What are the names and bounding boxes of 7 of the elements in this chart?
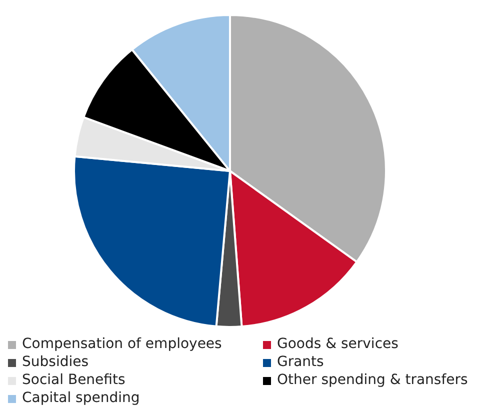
legend-label: Capital spending [22, 390, 140, 407]
legend-label: Other spending & transfers [277, 372, 468, 389]
legend-label: Compensation of employees [22, 336, 222, 353]
legend-label: Social Benefits [22, 372, 126, 389]
legend-label: Goods & services [277, 336, 398, 353]
legend-label: Grants [277, 354, 324, 371]
legend-label: Subsidies [22, 354, 89, 371]
